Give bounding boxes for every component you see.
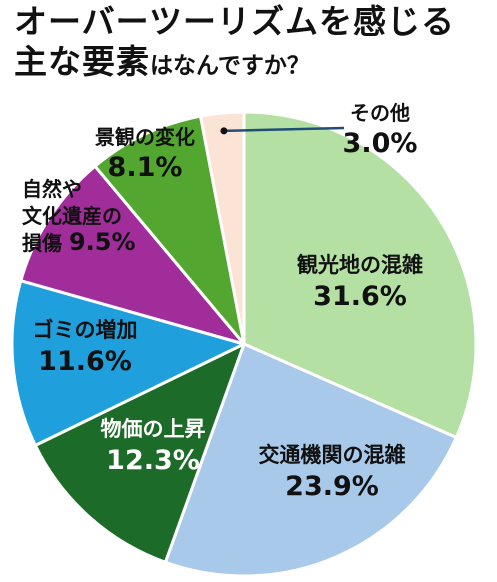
- pie-slice: [33, 342, 246, 564]
- slice-label: その他: [350, 101, 410, 125]
- slice-value: 12.3%: [106, 445, 200, 476]
- pie-slice: [19, 164, 246, 346]
- slice-value: 3.0%: [343, 128, 418, 159]
- title-line-1: オーバーツーリズムを感じる: [14, 2, 456, 41]
- slice-label: 文化遺産の: [22, 204, 122, 228]
- slice-labels: 観光地の混雑 31.6% 交通機関の混雑 23.9% 物価の上昇 12.3% ゴミの増加 11…: [22, 101, 423, 502]
- pie-slices: [10, 110, 478, 578]
- slice-label: 損傷 9.5%: [22, 228, 136, 256]
- pie-slice: [199, 110, 246, 346]
- pie-slice: [93, 114, 246, 346]
- slice-value: 8.1%: [108, 152, 183, 183]
- pie-slice: [242, 110, 478, 439]
- slice-value: 23.9%: [285, 471, 379, 502]
- slice-label: 観光地の混雑: [297, 253, 423, 277]
- slice-label: 景観の変化: [95, 125, 195, 149]
- title-line-2-main: 主な要素: [14, 41, 150, 81]
- pie-slice: [163, 342, 458, 578]
- slice-value: 9.5%: [69, 228, 136, 256]
- pie-slice: [10, 279, 246, 447]
- slice-value: 11.6%: [38, 346, 132, 377]
- title-line-2: 主な要素はなんですか？: [14, 42, 455, 82]
- slice-value: 31.6%: [313, 281, 407, 312]
- leader-dot: [220, 127, 228, 135]
- slice-label: ゴミの増加: [33, 318, 138, 342]
- title-line-2-small: はなんですか？: [150, 52, 310, 79]
- slice-label: 物価の上昇: [101, 417, 206, 441]
- chart-title: オーバーツーリズムを感じる 主な要素はなんですか？: [14, 2, 455, 81]
- leader-line: [223, 126, 345, 133]
- slice-label: 交通機関の混雑: [259, 443, 406, 467]
- slice-label: 自然や: [22, 177, 82, 201]
